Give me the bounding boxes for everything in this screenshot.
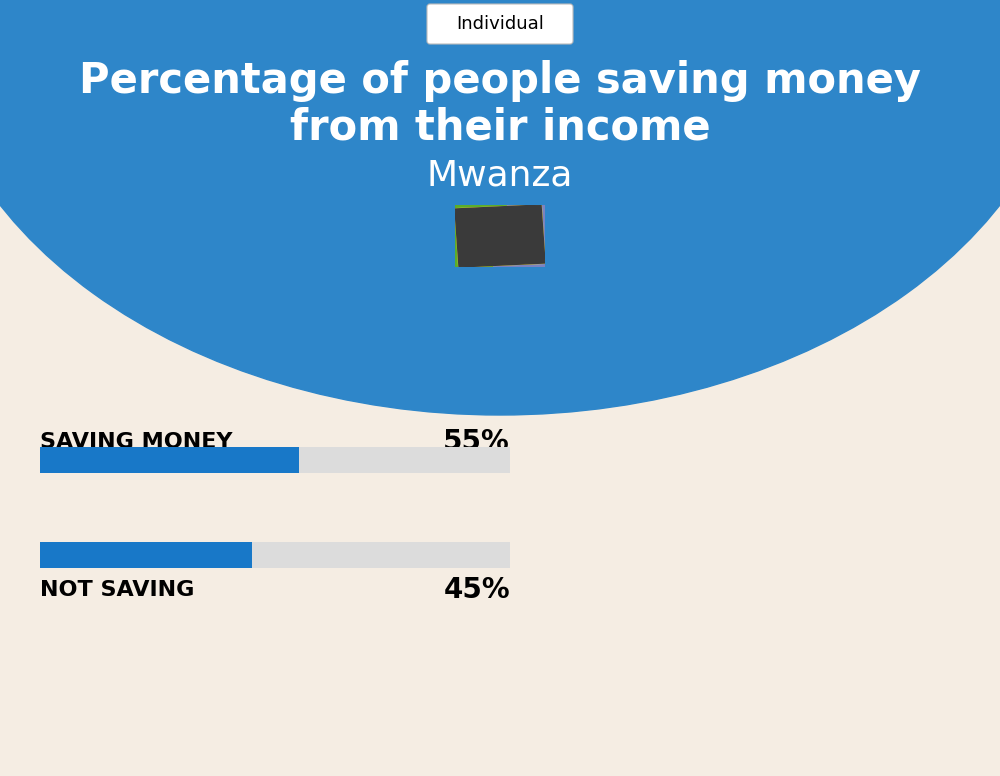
- Bar: [40, 542, 510, 568]
- Text: Individual: Individual: [456, 15, 544, 33]
- Polygon shape: [455, 205, 545, 267]
- Text: Mwanza: Mwanza: [427, 159, 573, 193]
- Text: NOT SAVING: NOT SAVING: [40, 580, 194, 600]
- Text: 55%: 55%: [443, 428, 510, 456]
- Bar: [40, 447, 510, 473]
- Text: Percentage of people saving money: Percentage of people saving money: [79, 60, 921, 102]
- Bar: [40, 542, 252, 568]
- FancyBboxPatch shape: [427, 4, 573, 44]
- Polygon shape: [493, 205, 545, 267]
- Bar: [455, 205, 545, 267]
- Text: 45%: 45%: [443, 576, 510, 604]
- Polygon shape: [455, 205, 545, 267]
- Bar: [40, 447, 298, 473]
- Ellipse shape: [0, 0, 1000, 415]
- Text: SAVING MONEY: SAVING MONEY: [40, 432, 232, 452]
- Text: from their income: from their income: [290, 107, 710, 149]
